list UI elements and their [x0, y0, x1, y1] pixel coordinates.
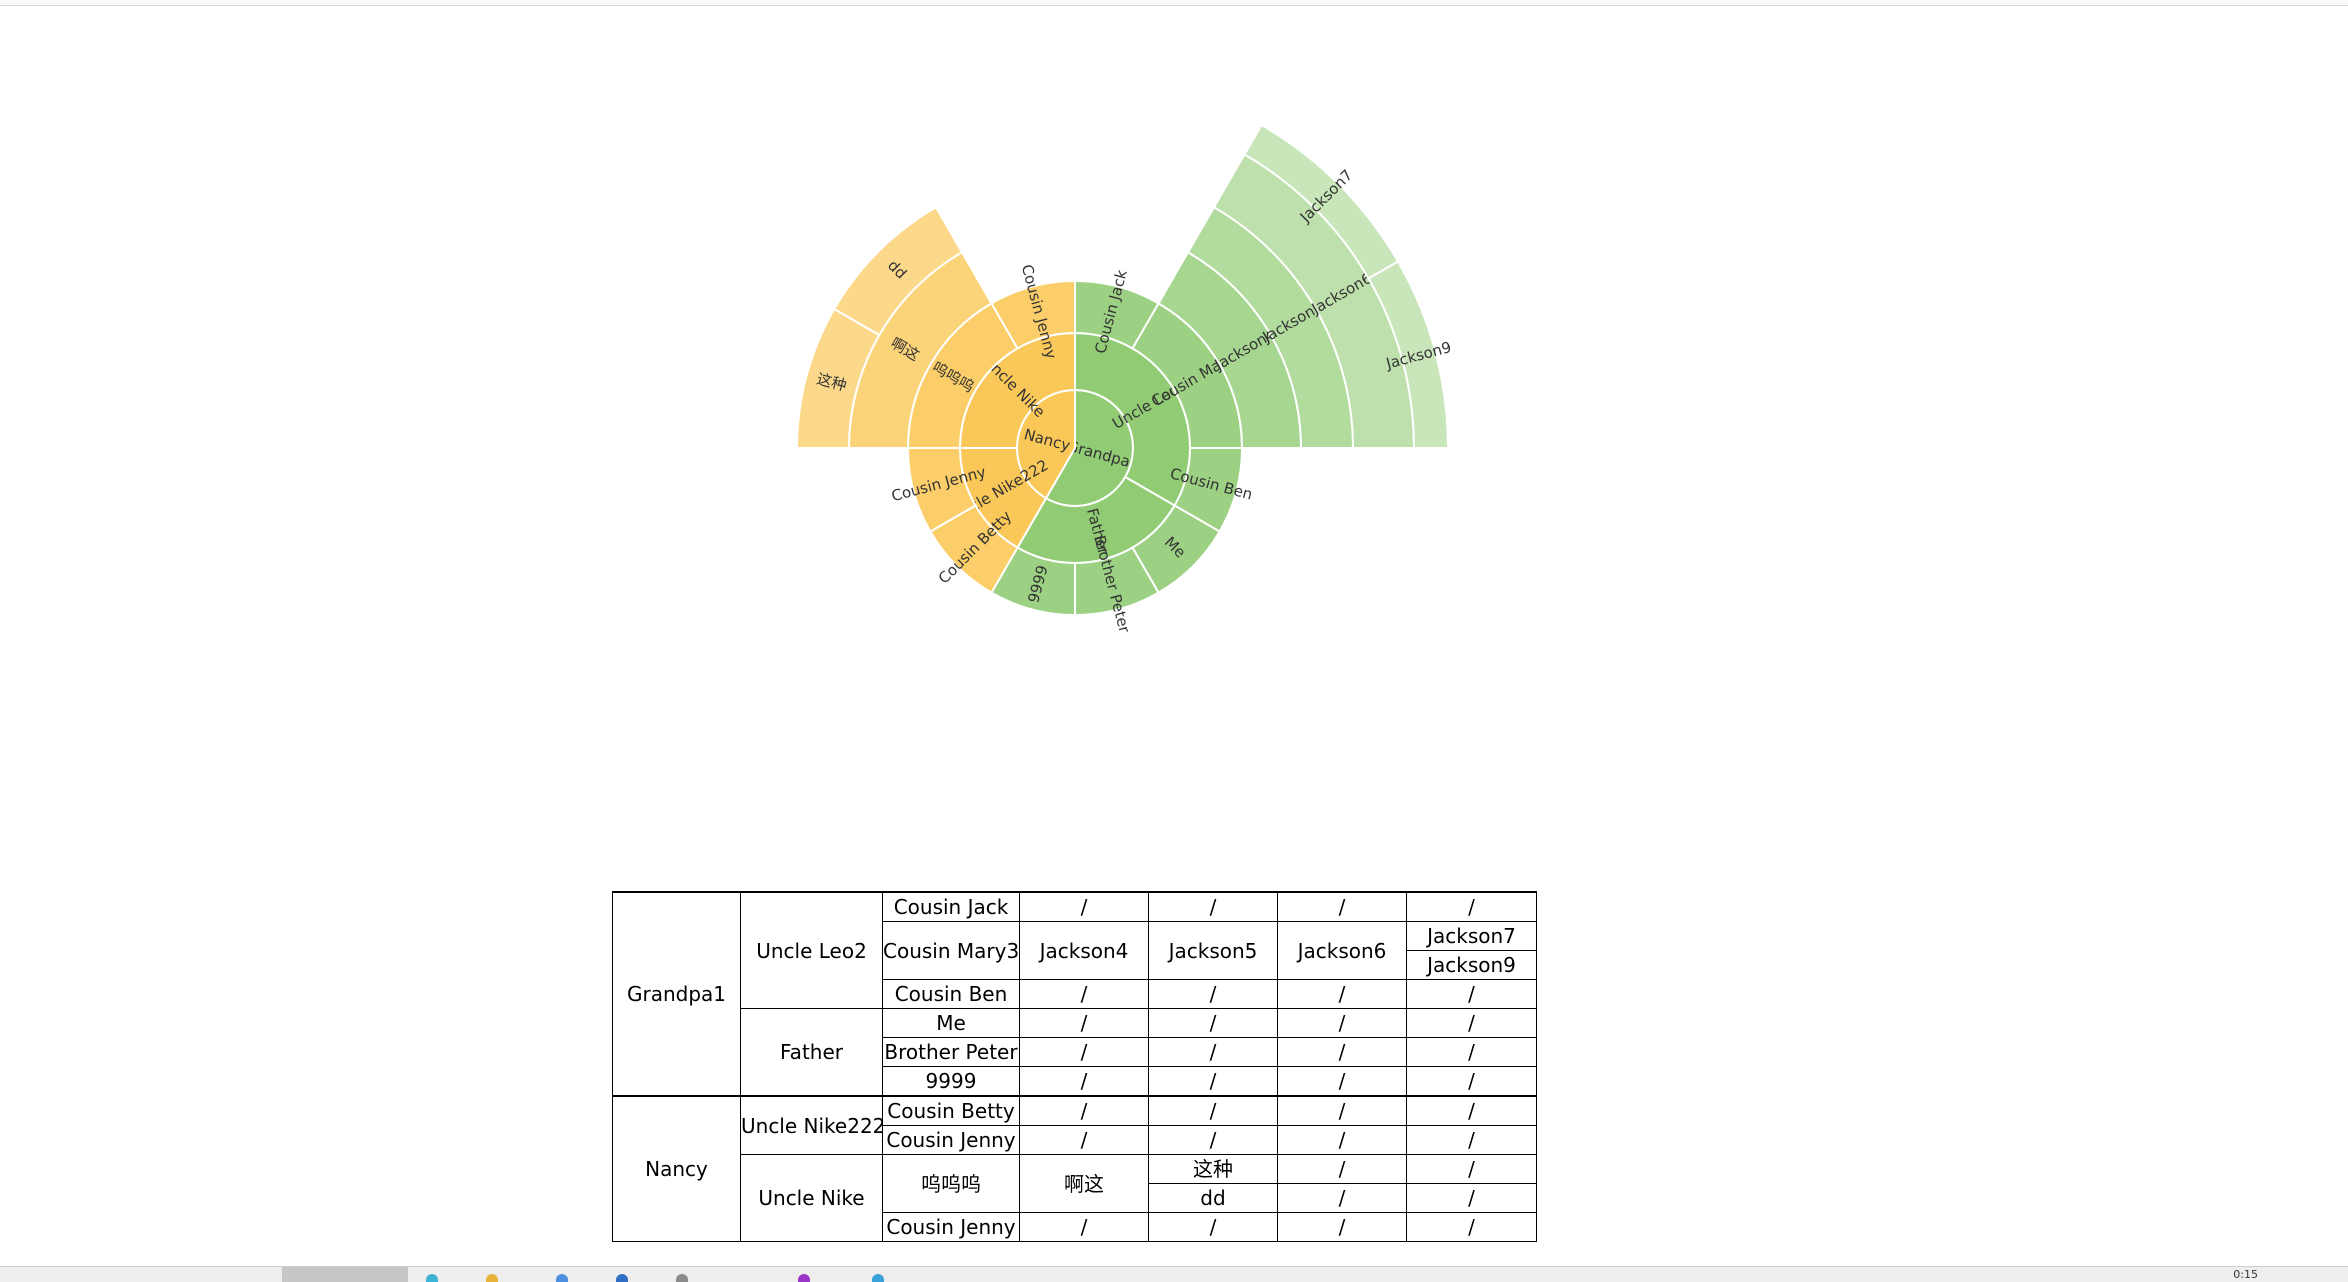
- table-cell: /: [1148, 1212, 1278, 1242]
- table-cell: Jackson6: [1277, 921, 1407, 980]
- app3-icon[interactable]: [872, 1274, 884, 1282]
- settings-icon[interactable]: [676, 1274, 688, 1282]
- store-icon[interactable]: [556, 1274, 568, 1282]
- table-cell: /: [1277, 1154, 1407, 1184]
- table-row: 9999// / /: [613, 1066, 1537, 1097]
- table-cell: /: [1148, 1008, 1278, 1038]
- table-cell: Grandpa1: [612, 891, 741, 1097]
- table-cell: Cousin Mary3: [882, 921, 1020, 980]
- family-tree-table: Grandpa1 Uncle Leo2 Cousin Jack / / / / Cousin …: [612, 891, 1537, 1242]
- table-row: Cousin Jenny / / / /: [613, 1212, 1537, 1242]
- table-cell: /: [1277, 979, 1407, 1009]
- table-cell: /: [1406, 891, 1537, 922]
- table-cell: 9999: [882, 1066, 1020, 1097]
- table-row: Cousin Ben / / / /: [613, 979, 1537, 1009]
- table-cell: /: [1019, 1125, 1149, 1155]
- table-cell: /: [1148, 1037, 1278, 1067]
- table-cell: /: [1148, 1095, 1278, 1126]
- table-row: Uncle Nike 呜呜呜 啊这 这种 / /: [613, 1154, 1537, 1242]
- table-cell: /: [1277, 1183, 1407, 1213]
- table-cell: /: [1406, 1037, 1537, 1067]
- table-cell: /: [1019, 891, 1149, 922]
- table-cell: /: [1406, 1125, 1537, 1155]
- table-cell: /: [1406, 1008, 1537, 1038]
- table-cell: /: [1277, 1095, 1407, 1126]
- folder-icon[interactable]: [486, 1274, 498, 1282]
- table-cell: /: [1148, 1066, 1278, 1097]
- sunburst-segment-cousin-jenny[interactable]: [990, 279, 1076, 350]
- window-top-edge: [0, 0, 2348, 6]
- table-cell: Jackson4: [1019, 921, 1149, 980]
- table-cell: /: [1406, 1154, 1537, 1184]
- table-row: Grandpa1 Uncle Leo2 Cousin Jack / / / /: [612, 891, 1537, 1097]
- table-cell: /: [1406, 1212, 1537, 1242]
- table-cell: Cousin Betty: [882, 1095, 1020, 1126]
- table-cell: 啊这: [1019, 1154, 1149, 1213]
- app-icon[interactable]: [616, 1274, 628, 1282]
- table-cell: /: [1277, 1008, 1407, 1038]
- table-row: Cousin Jenny / / / /: [613, 1125, 1537, 1155]
- table-cell: /: [1277, 1212, 1407, 1242]
- table-cell: Father: [740, 1008, 883, 1097]
- table-cell: Cousin Jenny: [882, 1212, 1020, 1242]
- table-cell: /: [1019, 1212, 1149, 1242]
- table-cell: Me: [882, 1008, 1020, 1038]
- table-cell: /: [1019, 979, 1149, 1009]
- table-cell: /: [1019, 1066, 1149, 1097]
- table-cell: Jackson7: [1406, 921, 1537, 951]
- table-cell: /: [1406, 979, 1537, 1009]
- taskbar-clock: 0:15: [2233, 1268, 2258, 1281]
- table-cell: /: [1277, 1125, 1407, 1155]
- table-cell: /: [1406, 1095, 1537, 1126]
- table-cell: /: [1277, 1066, 1407, 1097]
- table-cell: dd: [1148, 1183, 1278, 1213]
- table-cell: /: [1148, 891, 1278, 922]
- table-row: Father Me / / / /: [613, 1008, 1537, 1097]
- sunburst-segment-jackson9[interactable]: [1367, 260, 1450, 449]
- table-cell: Nancy: [612, 1095, 741, 1242]
- edge-icon[interactable]: [426, 1274, 438, 1282]
- table-cell: /: [1277, 1037, 1407, 1067]
- table-cell: Cousin Ben: [882, 979, 1020, 1009]
- table-cell: 呜呜呜: [882, 1154, 1020, 1213]
- table-cell: /: [1148, 979, 1278, 1009]
- app2-icon[interactable]: [798, 1274, 810, 1282]
- table-row: Cousin Mary3 Jackson4 Jackson5 Jackson6 Jack…: [613, 921, 1537, 980]
- table-row: Nancy Uncle Nike222 Cousin Betty / / / /: [612, 1095, 1537, 1242]
- table-cell: /: [1019, 1095, 1149, 1126]
- table-cell: /: [1019, 1037, 1149, 1067]
- table-row: Brother Peter / / / /: [613, 1037, 1537, 1067]
- taskbar: 0:15: [0, 1266, 2348, 1282]
- table-cell: 这种: [1148, 1154, 1278, 1184]
- table-cell: /: [1277, 891, 1407, 922]
- table-row: Jackson9: [613, 950, 1537, 980]
- table-cell: Jackson5: [1148, 921, 1278, 980]
- table-cell: /: [1406, 1183, 1537, 1213]
- table-cell: Jackson9: [1406, 950, 1537, 980]
- table-cell: /: [1406, 1066, 1537, 1097]
- taskbar-search-box[interactable]: [282, 1267, 408, 1282]
- table-cell: /: [1019, 1008, 1149, 1038]
- table-cell: Cousin Jenny: [882, 1125, 1020, 1155]
- table-cell: Cousin Jack: [882, 891, 1020, 922]
- table-cell: Brother Peter: [882, 1037, 1020, 1067]
- sunburst-segment-dd[interactable]: [832, 205, 964, 337]
- table-cell: Uncle Nike222: [740, 1095, 883, 1155]
- table-cell: Uncle Leo2: [740, 891, 883, 1009]
- table-cell: Uncle Nike: [740, 1154, 883, 1242]
- table-cell: /: [1148, 1125, 1278, 1155]
